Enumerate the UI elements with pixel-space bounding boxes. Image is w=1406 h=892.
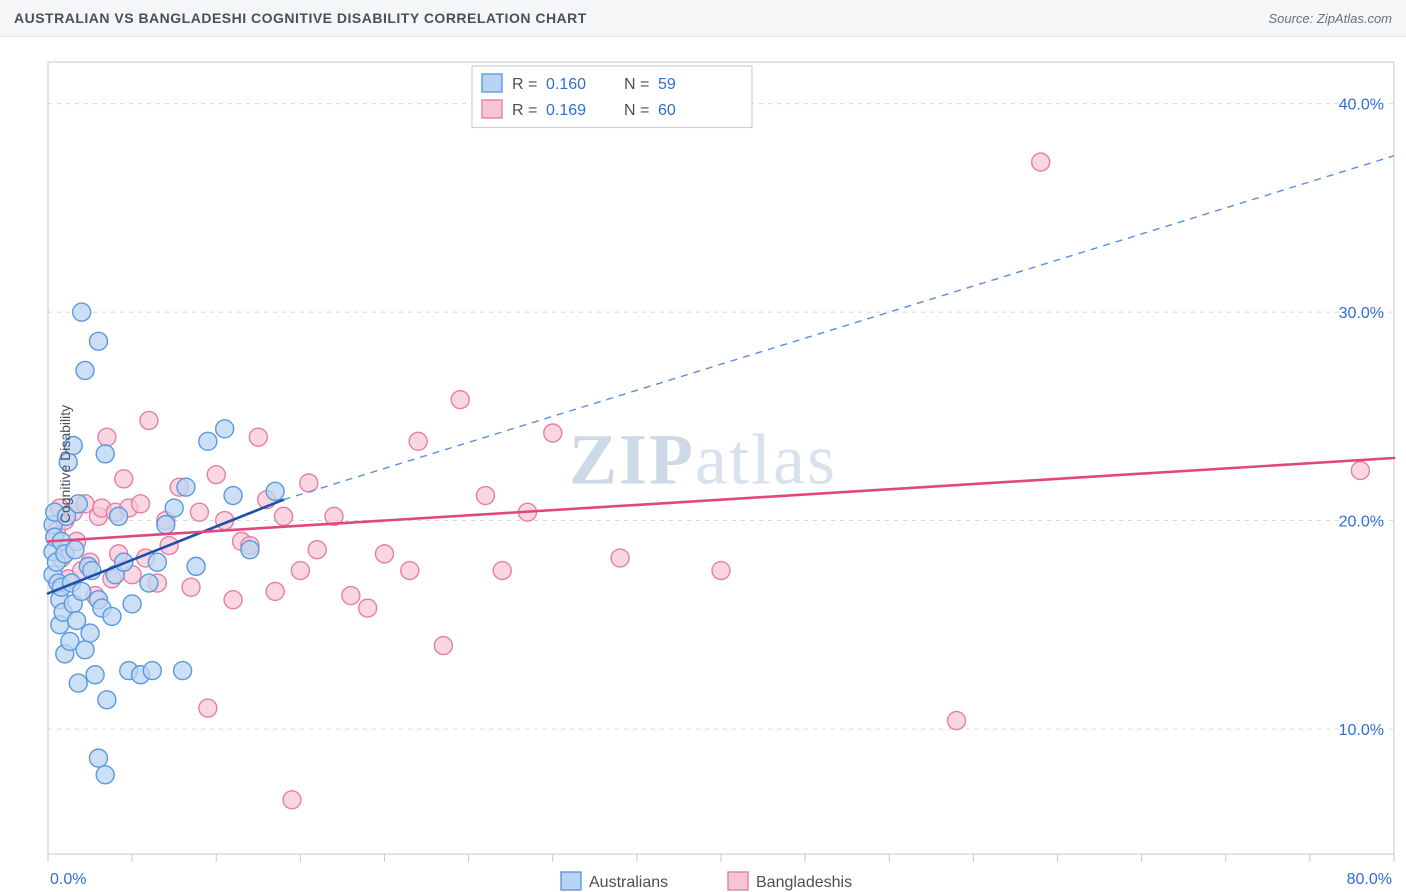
scatter-chart: 10.0% 20.0% 30.0% 40.0% 0.0% 80.0% R = 0.160 N … [0, 36, 1406, 892]
svg-text:R =: R = [512, 76, 537, 93]
svg-text:R =: R = [512, 102, 537, 119]
svg-text:N =: N = [624, 76, 649, 93]
svg-text:N =: N = [624, 102, 649, 119]
svg-text:20.0%: 20.0% [1339, 514, 1384, 531]
source-label: Source: ZipAtlas.com [1268, 11, 1392, 26]
svg-text:Australians: Australians [589, 874, 668, 891]
svg-text:40.0%: 40.0% [1339, 97, 1384, 114]
svg-text:10.0%: 10.0% [1339, 722, 1384, 739]
svg-text:0.160: 0.160 [546, 76, 586, 93]
svg-text:0.0%: 0.0% [50, 871, 86, 888]
chart-title: AUSTRALIAN VS BANGLADESHI COGNITIVE DISA… [14, 10, 587, 26]
svg-text:80.0%: 80.0% [1347, 871, 1392, 888]
svg-text:60: 60 [658, 102, 676, 119]
svg-text:0.169: 0.169 [546, 102, 586, 119]
svg-text:59: 59 [658, 76, 676, 93]
svg-text:Bangladeshis: Bangladeshis [756, 874, 852, 891]
header-bar: AUSTRALIAN VS BANGLADESHI COGNITIVE DISA… [0, 0, 1406, 37]
svg-text:30.0%: 30.0% [1339, 305, 1384, 322]
chart-area: Cognitive Disability ZIPatlas 10.0%20.0%… [0, 36, 1406, 892]
y-axis-label: Cognitive Disability [57, 405, 73, 523]
